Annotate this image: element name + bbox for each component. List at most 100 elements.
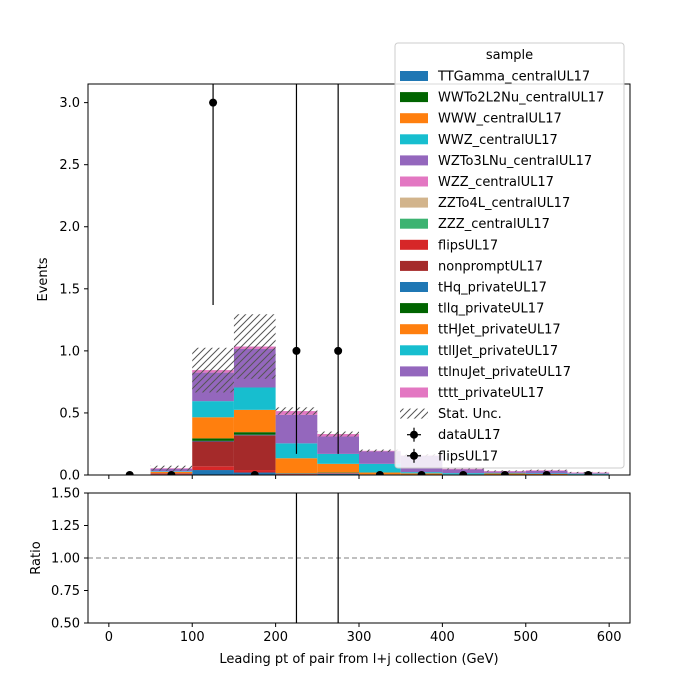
- bar-segment: [233, 434, 276, 436]
- bar-segment: [192, 441, 234, 467]
- y-tick-label: 1.0: [59, 344, 80, 359]
- data-point: [209, 98, 218, 107]
- legend-label: dataUL17: [438, 428, 501, 443]
- legend-marker: [410, 451, 418, 460]
- y-tick-label: 1.5: [59, 282, 80, 297]
- ratio-y-tick-label: 1.00: [51, 552, 80, 567]
- data-point: [584, 471, 593, 475]
- data-point: [375, 471, 384, 475]
- legend-swatch: [400, 155, 428, 166]
- stat-unc-band: [359, 449, 401, 453]
- bar-segment: [359, 451, 401, 464]
- legend-label: tllq_privateUL17: [438, 302, 544, 317]
- bar-segment: [192, 417, 234, 439]
- stat-unc-band: [192, 347, 234, 393]
- legend-swatch: [400, 260, 428, 271]
- legend-swatch: [400, 324, 428, 335]
- stat-unc-band: [150, 465, 193, 471]
- bar-segment: [359, 463, 401, 473]
- x-tick-label: 200: [263, 630, 288, 645]
- main-marks: [125, 84, 610, 475]
- bar-segment: [317, 463, 359, 473]
- legend-label: WZZ_centralUL17: [438, 175, 554, 190]
- legend-label: ZZZ_centralUL17: [438, 217, 550, 232]
- bar-segment: [233, 432, 276, 435]
- ratio-y-tick-label: 1.50: [51, 487, 80, 502]
- bar-segment: [233, 435, 276, 471]
- legend-swatch: [400, 197, 428, 208]
- x-tick-label: 600: [597, 630, 622, 645]
- y-tick-label: 2.0: [59, 220, 80, 235]
- legend-swatch: [400, 387, 428, 398]
- legend-swatch: [400, 134, 428, 145]
- bar-segment: [233, 409, 276, 433]
- stat-unc-band: [233, 314, 276, 379]
- legend-label: nonpromptUL17: [438, 259, 543, 274]
- legend-swatch: [400, 113, 428, 124]
- x-tick-label: 0: [105, 630, 113, 645]
- ratio-y-tick-label: 0.50: [51, 617, 80, 632]
- ratio-y-axis-label: Ratio: [29, 541, 44, 574]
- data-point: [500, 471, 509, 475]
- bar-segment: [192, 470, 234, 475]
- bar-segment: [192, 401, 234, 418]
- legend-swatch: [400, 92, 428, 103]
- legend-swatch: [400, 176, 428, 187]
- legend-label: ttllJet_privateUL17: [438, 344, 558, 359]
- ratio-y-tick-label: 1.25: [51, 519, 80, 534]
- ratio-plot: 0.50 0.75 1.00 1.25 1.50 0 100 200 300 400 500 600: [51, 487, 631, 645]
- bar-segment: [275, 473, 318, 475]
- y-tick-label: 0.5: [59, 406, 80, 421]
- ratio-marks: [88, 493, 630, 623]
- x-tick-label: 100: [180, 630, 205, 645]
- stat-unc-band: [525, 469, 568, 471]
- y-tick-label: 2.5: [59, 158, 80, 173]
- legend-label: WWTo2L2Nu_centralUL17: [438, 91, 604, 106]
- bar-segment: [317, 453, 359, 464]
- legend-box: [394, 42, 625, 469]
- data-point: [459, 471, 468, 475]
- legend-label: WWW_centralUL17: [438, 112, 562, 127]
- data-point: [542, 471, 551, 475]
- legend-swatch: [400, 282, 428, 292]
- y-axis-label: Events: [36, 257, 51, 301]
- ratio-y-tick-label: 0.75: [51, 584, 80, 599]
- y-tick-label: 3.0: [59, 96, 80, 111]
- bar-segment: [192, 438, 234, 441]
- legend-swatch: [400, 345, 428, 356]
- legend-label: flipsUL17: [438, 238, 498, 253]
- x-axis-label: Leading pt of pair from l+j collection (…: [219, 652, 498, 667]
- bar-segment: [317, 473, 359, 475]
- main-plot: 0.0 0.5 1.0 1.5 2.0 2.5 3.0: [59, 83, 631, 484]
- y-tick-label: 0.0: [59, 469, 80, 484]
- data-point: [292, 346, 301, 355]
- legend-label: ttHJet_privateUL17: [438, 323, 561, 338]
- bar-segment: [192, 440, 234, 442]
- legend-swatch-hatch: [400, 408, 428, 419]
- legend-swatch: [400, 71, 428, 81]
- legend-label: tHq_privateUL17: [438, 281, 547, 296]
- data-point: [125, 471, 134, 475]
- legend-label: ZZTo4L_centralUL17: [438, 196, 570, 211]
- legend-label: flipsUL17: [438, 449, 498, 464]
- legend-label: Stat. Unc.: [438, 407, 502, 422]
- x-tick-label: 400: [430, 630, 455, 645]
- bar-segment: [275, 458, 318, 474]
- legend-swatch: [400, 239, 428, 250]
- legend-swatch: [400, 218, 428, 229]
- data-point: [417, 471, 426, 475]
- stat-unc-band: [442, 468, 485, 470]
- data-point: [167, 471, 176, 475]
- legend-swatch: [400, 366, 428, 377]
- legend-marker: [410, 430, 418, 439]
- legend-title: sample: [486, 48, 533, 63]
- legend-label: ttlnuJet_privateUL17: [438, 365, 571, 380]
- bar-segment: [233, 387, 276, 410]
- x-tick-label: 500: [513, 630, 538, 645]
- legend-swatch: [400, 303, 428, 314]
- x-tick-label: 300: [347, 630, 372, 645]
- data-point: [250, 471, 259, 475]
- legend-label: tttt_privateUL17: [438, 386, 544, 401]
- legend: sample TTGamma_centralUL17 WWTo2L2Nu_centr…: [394, 42, 625, 469]
